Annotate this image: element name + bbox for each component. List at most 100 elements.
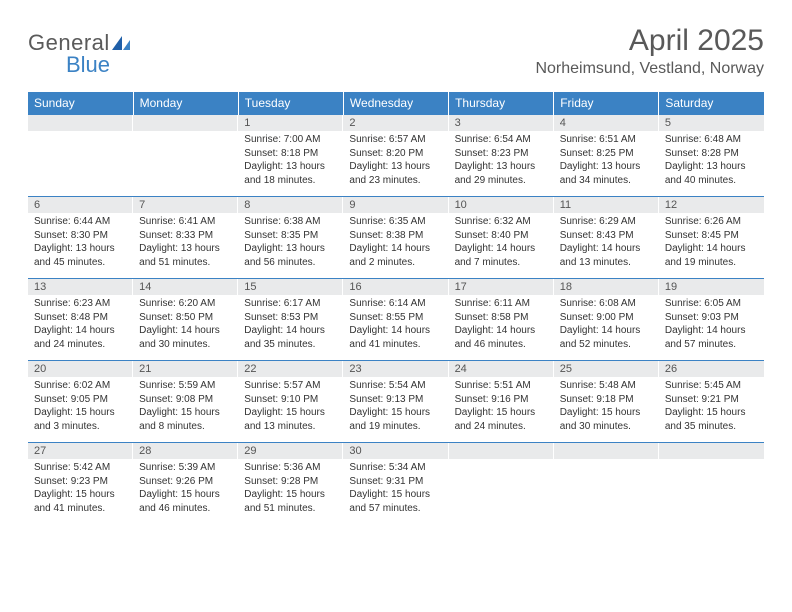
sunrise-text: Sunrise: 6:20 AM [139,297,232,311]
day-content: Sunrise: 6:26 AMSunset: 8:45 PMDaylight:… [659,213,764,273]
day-number: 17 [449,279,554,295]
title-block: April 2025 Norheimsund, Vestland, Norway [535,24,764,78]
day-number: 8 [238,197,343,213]
sunset-text: Sunset: 9:08 PM [139,393,232,407]
calendar-cell: 3Sunrise: 6:54 AMSunset: 8:23 PMDaylight… [449,115,554,197]
calendar-cell [449,443,554,525]
daylight-text: Daylight: 15 hours and 19 minutes. [349,406,442,433]
daylight-text: Daylight: 15 hours and 57 minutes. [349,488,442,515]
day-number [449,443,554,459]
day-number: 16 [343,279,448,295]
day-content: Sunrise: 6:29 AMSunset: 8:43 PMDaylight:… [554,213,659,273]
daylight-text: Daylight: 13 hours and 23 minutes. [349,160,442,187]
day-number: 20 [28,361,133,377]
sunrise-text: Sunrise: 5:45 AM [665,379,758,393]
sunrise-text: Sunrise: 6:11 AM [455,297,548,311]
day-content [659,459,764,465]
daylight-text: Daylight: 15 hours and 35 minutes. [665,406,758,433]
calendar-cell: 10Sunrise: 6:32 AMSunset: 8:40 PMDayligh… [449,197,554,279]
day-number: 13 [28,279,133,295]
sunset-text: Sunset: 9:31 PM [349,475,442,489]
sunrise-text: Sunrise: 6:48 AM [665,133,758,147]
day-number: 6 [28,197,133,213]
daylight-text: Daylight: 14 hours and 46 minutes. [455,324,548,351]
sunrise-text: Sunrise: 5:39 AM [139,461,232,475]
sunrise-text: Sunrise: 6:41 AM [139,215,232,229]
day-content: Sunrise: 6:23 AMSunset: 8:48 PMDaylight:… [28,295,133,355]
sunrise-text: Sunrise: 6:35 AM [349,215,442,229]
sunrise-text: Sunrise: 6:14 AM [349,297,442,311]
day-number [554,443,659,459]
day-number: 24 [449,361,554,377]
daylight-text: Daylight: 13 hours and 29 minutes. [455,160,548,187]
page: General April 2025 Norheimsund, Vestland… [0,0,792,549]
day-content: Sunrise: 6:08 AMSunset: 9:00 PMDaylight:… [554,295,659,355]
sunset-text: Sunset: 9:13 PM [349,393,442,407]
day-number: 15 [238,279,343,295]
day-content: Sunrise: 6:05 AMSunset: 9:03 PMDaylight:… [659,295,764,355]
daylight-text: Daylight: 14 hours and 24 minutes. [34,324,127,351]
calendar-head: Sunday Monday Tuesday Wednesday Thursday… [28,92,764,115]
day-number: 28 [133,443,238,459]
sunset-text: Sunset: 8:25 PM [560,147,653,161]
day-number: 14 [133,279,238,295]
month-title: April 2025 [535,24,764,58]
day-number: 21 [133,361,238,377]
calendar-cell: 9Sunrise: 6:35 AMSunset: 8:38 PMDaylight… [343,197,448,279]
calendar-cell: 17Sunrise: 6:11 AMSunset: 8:58 PMDayligh… [449,279,554,361]
day-number: 5 [659,115,764,131]
day-number: 2 [343,115,448,131]
sunset-text: Sunset: 8:30 PM [34,229,127,243]
day-content: Sunrise: 6:17 AMSunset: 8:53 PMDaylight:… [238,295,343,355]
sunset-text: Sunset: 8:40 PM [455,229,548,243]
day-content: Sunrise: 5:42 AMSunset: 9:23 PMDaylight:… [28,459,133,519]
calendar-row: 27Sunrise: 5:42 AMSunset: 9:23 PMDayligh… [28,443,764,525]
day-content [449,459,554,465]
day-content: Sunrise: 6:11 AMSunset: 8:58 PMDaylight:… [449,295,554,355]
sunset-text: Sunset: 8:20 PM [349,147,442,161]
day-number: 10 [449,197,554,213]
calendar-cell: 19Sunrise: 6:05 AMSunset: 9:03 PMDayligh… [659,279,764,361]
daylight-text: Daylight: 13 hours and 34 minutes. [560,160,653,187]
day-content: Sunrise: 6:38 AMSunset: 8:35 PMDaylight:… [238,213,343,273]
sunset-text: Sunset: 8:53 PM [244,311,337,325]
sunset-text: Sunset: 8:48 PM [34,311,127,325]
day-content: Sunrise: 5:45 AMSunset: 9:21 PMDaylight:… [659,377,764,437]
day-number: 1 [238,115,343,131]
day-number: 22 [238,361,343,377]
daylight-text: Daylight: 13 hours and 45 minutes. [34,242,127,269]
calendar-row: 20Sunrise: 6:02 AMSunset: 9:05 PMDayligh… [28,361,764,443]
sunset-text: Sunset: 8:45 PM [665,229,758,243]
daylight-text: Daylight: 13 hours and 56 minutes. [244,242,337,269]
calendar-cell: 21Sunrise: 5:59 AMSunset: 9:08 PMDayligh… [133,361,238,443]
calendar-cell: 23Sunrise: 5:54 AMSunset: 9:13 PMDayligh… [343,361,448,443]
sunrise-text: Sunrise: 5:34 AM [349,461,442,475]
sunset-text: Sunset: 8:35 PM [244,229,337,243]
day-content: Sunrise: 6:44 AMSunset: 8:30 PMDaylight:… [28,213,133,273]
day-number: 25 [554,361,659,377]
sunrise-text: Sunrise: 5:51 AM [455,379,548,393]
sunset-text: Sunset: 8:23 PM [455,147,548,161]
sunset-text: Sunset: 8:50 PM [139,311,232,325]
day-number: 27 [28,443,133,459]
sunrise-text: Sunrise: 6:05 AM [665,297,758,311]
daylight-text: Daylight: 13 hours and 51 minutes. [139,242,232,269]
calendar-cell: 24Sunrise: 5:51 AMSunset: 9:16 PMDayligh… [449,361,554,443]
weekday-monday: Monday [133,92,238,115]
calendar-cell: 15Sunrise: 6:17 AMSunset: 8:53 PMDayligh… [238,279,343,361]
daylight-text: Daylight: 14 hours and 7 minutes. [455,242,548,269]
day-number: 11 [554,197,659,213]
daylight-text: Daylight: 14 hours and 35 minutes. [244,324,337,351]
calendar-cell: 30Sunrise: 5:34 AMSunset: 9:31 PMDayligh… [343,443,448,525]
calendar-cell: 13Sunrise: 6:23 AMSunset: 8:48 PMDayligh… [28,279,133,361]
calendar-cell: 25Sunrise: 5:48 AMSunset: 9:18 PMDayligh… [554,361,659,443]
day-content: Sunrise: 6:51 AMSunset: 8:25 PMDaylight:… [554,131,659,191]
daylight-text: Daylight: 15 hours and 41 minutes. [34,488,127,515]
sunset-text: Sunset: 9:23 PM [34,475,127,489]
day-number: 19 [659,279,764,295]
logo-sail-icon [112,36,130,50]
day-content: Sunrise: 5:57 AMSunset: 9:10 PMDaylight:… [238,377,343,437]
calendar-cell: 5Sunrise: 6:48 AMSunset: 8:28 PMDaylight… [659,115,764,197]
day-content: Sunrise: 6:48 AMSunset: 8:28 PMDaylight:… [659,131,764,191]
daylight-text: Daylight: 15 hours and 13 minutes. [244,406,337,433]
